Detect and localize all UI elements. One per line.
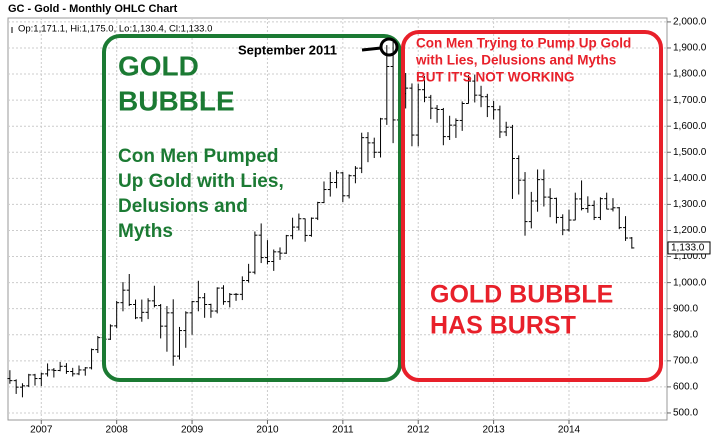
y-tick-label: 1,200.0 [673, 225, 707, 236]
y-tick-label: 1,700.0 [673, 95, 707, 106]
burst-text: GOLD BUBBLE [430, 281, 613, 309]
x-tick-label: 2014 [558, 425, 581, 436]
last-value-box [667, 241, 711, 255]
trying-text: BUT IT'S NOT WORKING [416, 70, 574, 85]
y-tick-label: 1,100.0 [673, 251, 707, 262]
x-tick-label: 2008 [106, 425, 129, 436]
x-tick-label: 2009 [181, 425, 204, 436]
red-box [401, 30, 663, 382]
chart-title: GC - Gold - Monthly OHLC Chart [8, 3, 178, 15]
plot-area [7, 17, 668, 421]
y-tick-label: 1,400.0 [673, 173, 707, 184]
y-tick-label: 900.0 [673, 303, 698, 314]
x-tick-label: 2007 [30, 425, 53, 436]
peak-label: September 2011 [238, 42, 337, 57]
y-tick-label: 1,900.0 [673, 43, 707, 54]
legend-text: Op:1,171.1, Hi:1,175.0, Lo:1,130.4, Cl:1… [18, 24, 212, 35]
y-tick-label: 700.0 [673, 355, 698, 366]
burst-text: HAS BURST [430, 312, 576, 340]
x-tick-label: 2013 [482, 425, 505, 436]
y-tick-label: 1,800.0 [673, 69, 707, 80]
pumped-text: Myths [118, 221, 173, 242]
x-tick-label: 2012 [407, 425, 430, 436]
peak-pointer [361, 46, 382, 52]
y-tick-label: 1,300.0 [673, 199, 707, 210]
pumped-text: Delusions and [118, 196, 248, 217]
bubble-text: BUBBLE [118, 85, 235, 116]
y-tick-label: 800.0 [673, 329, 698, 340]
annotations: GOLD BUBBLE Con Men Pumped Up Gold with Lie… [118, 36, 631, 340]
bubble-text: GOLD [118, 50, 199, 81]
y-tick-label: 500.0 [673, 408, 698, 419]
last-value-label: 1,133.0 [671, 243, 705, 254]
bars [7, 41, 635, 398]
y-tick-label: 600.0 [673, 382, 698, 393]
y-tick-label: 1,600.0 [673, 121, 707, 132]
pumped-text: Con Men Pumped [118, 146, 278, 167]
y-tick-label: 1,000.0 [673, 277, 707, 288]
peak-circle [379, 37, 399, 57]
trying-text: with Lies, Delusions and Myths [415, 53, 616, 68]
pumped-text: Up Gold with Lies, [118, 171, 284, 192]
x-tick-label: 2010 [256, 425, 279, 436]
y-tick-label: 1,500.0 [673, 147, 707, 158]
y-tick-label: 2,000.0 [673, 17, 707, 28]
green-box [102, 34, 402, 382]
trying-text: Con Men Trying to Pump Up Gold [416, 36, 631, 51]
x-tick-label: 2011 [332, 425, 354, 436]
